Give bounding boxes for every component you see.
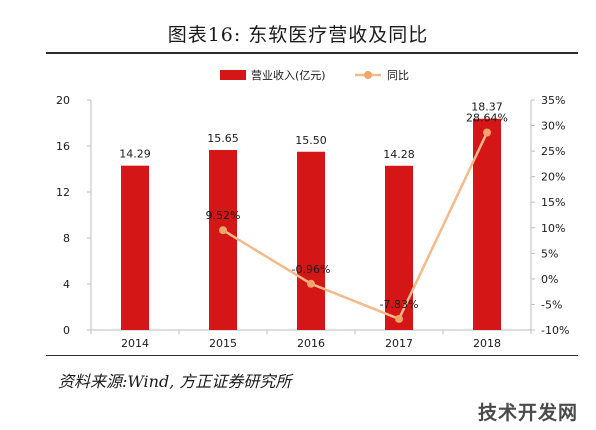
- legend-line-marker: [364, 71, 372, 79]
- bar-data-label: 14.28: [383, 148, 415, 161]
- bar-data-label: 18.37: [471, 101, 503, 114]
- y-right-tick-label: 35%: [541, 94, 565, 107]
- y-right-tick-label: 0%: [541, 273, 558, 286]
- yoy-data-label: 28.64%: [466, 112, 508, 125]
- x-tick-label: 2014: [121, 337, 149, 350]
- bar: [297, 151, 325, 330]
- top-rule: [46, 52, 578, 54]
- y-right-tick-label: 10%: [541, 222, 565, 235]
- bar: [385, 165, 413, 330]
- y-right-tick-label: 30%: [541, 120, 565, 133]
- source-note: 资料来源:Wind, 方正证券研究所: [58, 372, 292, 391]
- y-left-tick-label: 8: [63, 232, 70, 245]
- bar: [121, 165, 149, 330]
- yoy-data-label: -7.83%: [380, 298, 419, 311]
- legend-line-label: 同比: [387, 69, 409, 82]
- bar-data-label: 15.50: [295, 134, 327, 147]
- x-tick-label: 2015: [209, 337, 237, 350]
- yoy-data-label: -0.96%: [292, 263, 331, 276]
- bar-data-label: 15.65: [207, 132, 239, 145]
- y-left-tick-label: 0: [63, 324, 70, 337]
- chart-title: 图表16: 东软医疗营收及同比: [167, 24, 429, 46]
- y-right-tick-label: 25%: [541, 145, 565, 158]
- watermark: 技术开发网: [477, 402, 578, 424]
- legend-bar-swatch: [220, 70, 246, 80]
- bar: [209, 150, 237, 330]
- yoy-line: [222, 131, 489, 321]
- y-right-tick-label: 20%: [541, 171, 565, 184]
- x-tick-label: 2017: [385, 337, 413, 350]
- y-right-tick-label: 5%: [541, 247, 558, 260]
- yoy-data-label: 9.52%: [206, 209, 241, 222]
- y-left-tick-label: 12: [56, 186, 70, 199]
- y-right-tick-label: 15%: [541, 196, 565, 209]
- bar-data-label: 14.29: [119, 148, 151, 161]
- y-left-tick-label: 20: [56, 94, 70, 107]
- yoy-point: [219, 226, 227, 235]
- yoy-point: [483, 128, 491, 137]
- yoy-point: [307, 279, 315, 288]
- legend-bar-label: 营业收入(亿元): [251, 68, 326, 82]
- x-tick-label: 2018: [473, 337, 501, 350]
- y-left-tick-label: 4: [63, 278, 70, 291]
- yoy-point: [395, 314, 403, 323]
- x-tick-label: 2016: [297, 337, 325, 350]
- y-left-tick-label: 16: [56, 140, 70, 153]
- y-right-tick-label: -5%: [541, 298, 562, 311]
- bottom-rule: [46, 355, 578, 356]
- y-right-tick-label: -10%: [541, 324, 569, 337]
